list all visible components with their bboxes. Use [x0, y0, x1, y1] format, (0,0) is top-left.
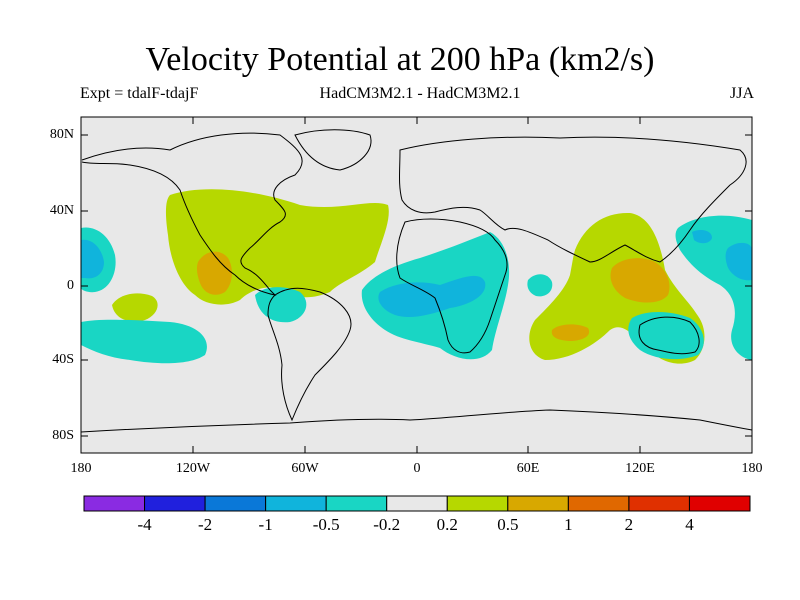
colorbar-label: 1: [564, 515, 573, 534]
coastline-eurasia: [399, 136, 747, 263]
strong-positive-maritime: [610, 258, 670, 303]
axis-ticks: [81, 117, 752, 453]
colorbar-label: 4: [685, 515, 694, 534]
negative-region-australia: [628, 312, 704, 360]
coastline-antarctica: [81, 409, 752, 433]
colorbar-label: 2: [625, 515, 634, 534]
lon-tick-label: 180: [70, 461, 92, 476]
lat-tick-label: 40S: [52, 352, 74, 367]
lon-tick-label: 180: [741, 461, 763, 476]
coastline-north-america: [81, 132, 303, 296]
colorbar-label: 0.2: [437, 515, 458, 534]
coastline-south-america: [267, 287, 352, 422]
coastline-africa: [396, 218, 508, 354]
colorbar-swatch: [628, 495, 690, 512]
colorbar-swatch: [446, 495, 509, 512]
lat-tick-label: 80N: [49, 127, 74, 142]
lat-tick-label: 40N: [49, 203, 74, 218]
positive-region-south-pacific: [112, 293, 158, 322]
strong-negative-west-pacific: [725, 242, 752, 281]
lat-tick-label: 80S: [52, 428, 74, 443]
negative-region-southeast-pacific: [81, 319, 207, 364]
chart-title: Velocity Potential at 200 hPa (km2/s): [145, 41, 655, 78]
colorbar-swatch: [567, 495, 630, 512]
colorbar-swatch: [688, 495, 751, 512]
negative-region-atlantic: [527, 274, 553, 297]
colorbar-swatch: [265, 495, 327, 512]
experiment-label: Expt = tdalF-tdajF: [80, 85, 199, 102]
lon-tick-label: 60E: [516, 461, 540, 476]
lon-tick-label: 120W: [175, 461, 211, 476]
colorbar-label: -0.5: [313, 515, 340, 534]
lon-tick-label: 120E: [625, 461, 655, 476]
coastline-australia: [638, 316, 700, 355]
lon-tick-label: 0: [413, 461, 421, 476]
colorbar-swatch: [204, 495, 267, 512]
colorbar-swatch: [386, 495, 448, 512]
colorbar-swatch: [325, 495, 388, 512]
coastline-greenland: [294, 129, 372, 171]
colorbar: -4 -2 -1 -0.5 -0.2 0.2 0.5 1 2 4: [83, 495, 751, 534]
strong-negative-africa: [378, 275, 486, 318]
colorbar-swatch: [83, 495, 146, 512]
season-label: JJA: [729, 85, 754, 102]
coastlines: [81, 129, 752, 433]
strong-negative-philippine-sea: [692, 230, 712, 244]
strong-negative-east-pacific: [81, 239, 104, 279]
contour-fields: [81, 129, 752, 433]
colorbar-swatch: [507, 495, 569, 512]
lat-tick-label: 0: [67, 278, 74, 293]
strong-positive-mexico: [196, 251, 232, 295]
colorbar-swatch: [144, 495, 206, 512]
colorbar-label: -0.2: [373, 515, 400, 534]
lon-tick-label: 60W: [291, 461, 319, 476]
colorbar-label: -1: [259, 515, 273, 534]
strong-positive-indian: [551, 324, 590, 341]
model-label: HadCM3M2.1 - HadCM3M2.1: [319, 85, 521, 102]
colorbar-label: -4: [137, 515, 152, 534]
colorbar-label: 0.5: [497, 515, 518, 534]
colorbar-label: -2: [198, 515, 212, 534]
